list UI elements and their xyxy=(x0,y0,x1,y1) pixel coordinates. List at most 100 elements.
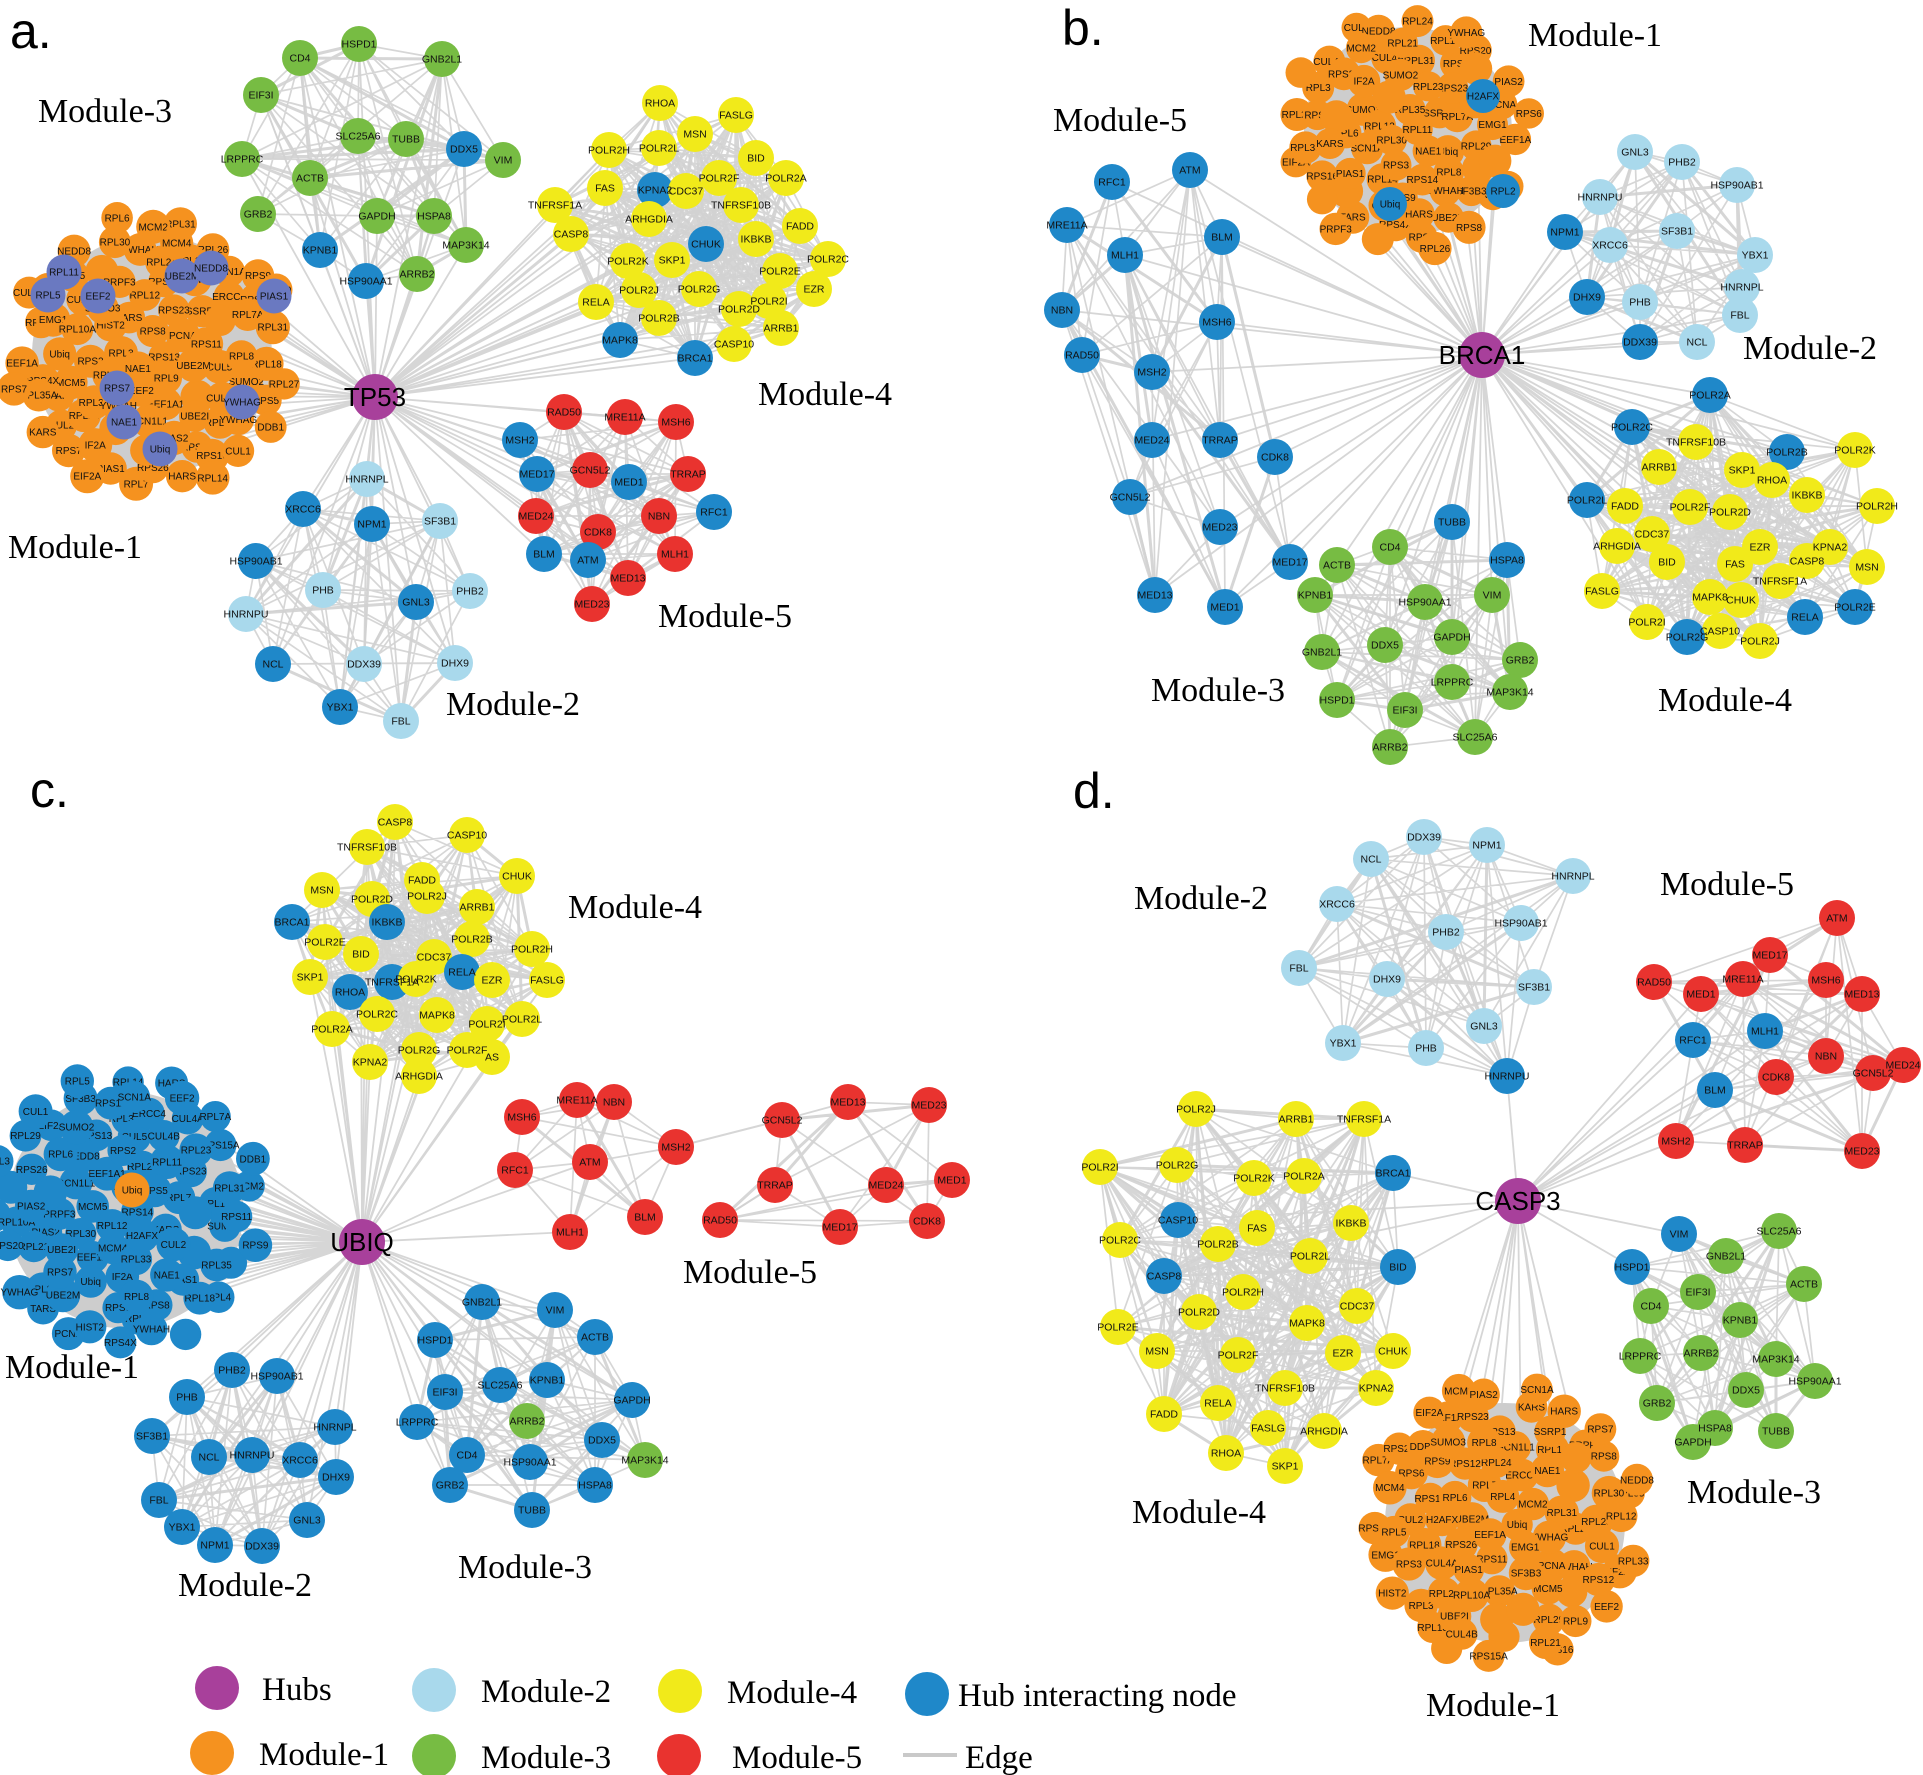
svg-text:TNFRSF1A: TNFRSF1A xyxy=(1753,576,1807,588)
svg-text:RPL35: RPL35 xyxy=(1395,105,1426,116)
svg-text:RPL9: RPL9 xyxy=(154,373,179,384)
svg-text:CASP10: CASP10 xyxy=(1700,626,1740,638)
svg-text:SLC25A6: SLC25A6 xyxy=(336,131,381,143)
svg-text:H2AFX: H2AFX xyxy=(1426,1515,1459,1526)
svg-text:PIAS1: PIAS1 xyxy=(96,464,125,475)
svg-text:EIF2A: EIF2A xyxy=(38,1121,66,1132)
svg-text:ERCC4: ERCC4 xyxy=(1505,1471,1539,1482)
svg-text:b.: b. xyxy=(1062,0,1104,56)
svg-text:EEF1A1: EEF1A1 xyxy=(147,399,185,410)
svg-text:MCM5: MCM5 xyxy=(56,378,86,389)
svg-text:DHX9: DHX9 xyxy=(441,658,469,670)
svg-text:EEF1A: EEF1A xyxy=(77,1253,109,1264)
svg-text:RPS16: RPS16 xyxy=(196,451,228,462)
svg-text:RAD50: RAD50 xyxy=(1065,350,1099,362)
svg-text:HIST2: HIST2 xyxy=(1378,1589,1407,1600)
svg-text:CHUK: CHUK xyxy=(1726,595,1756,607)
svg-text:ATM: ATM xyxy=(1179,165,1200,177)
svg-text:GNL3: GNL3 xyxy=(1621,147,1649,159)
svg-text:ARHGDIA: ARHGDIA xyxy=(395,1071,443,1083)
svg-text:KPNB1: KPNB1 xyxy=(1723,1315,1758,1327)
svg-text:HSP90AA1: HSP90AA1 xyxy=(503,1457,556,1469)
svg-text:RPL7A: RPL7A xyxy=(232,310,264,321)
svg-text:SKP1: SKP1 xyxy=(659,255,686,267)
svg-text:Edge: Edge xyxy=(965,1740,1033,1775)
svg-text:MAP3K14: MAP3K14 xyxy=(442,240,489,252)
svg-text:MAPK8: MAPK8 xyxy=(1289,1318,1325,1330)
svg-text:EEF2: EEF2 xyxy=(170,1094,195,1105)
svg-text:POLR2H: POLR2H xyxy=(588,145,630,157)
svg-text:POLR2L: POLR2L xyxy=(1567,495,1607,507)
svg-text:MRE11A: MRE11A xyxy=(1722,974,1763,986)
svg-text:HSP90AA1: HSP90AA1 xyxy=(339,276,392,288)
svg-text:HNRNPU: HNRNPU xyxy=(1578,192,1623,204)
svg-text:RPL33: RPL33 xyxy=(121,1255,152,1266)
svg-text:RPS4X: RPS4X xyxy=(104,1338,137,1349)
svg-text:NCL: NCL xyxy=(262,659,283,671)
svg-text:H2AFX: H2AFX xyxy=(126,1231,159,1242)
svg-text:UBE2M: UBE2M xyxy=(165,272,199,283)
svg-text:PHB: PHB xyxy=(1629,297,1651,309)
svg-text:MLH1: MLH1 xyxy=(661,549,689,561)
svg-text:POLR2K: POLR2K xyxy=(1834,445,1875,457)
svg-text:RPL3: RPL3 xyxy=(108,348,133,359)
svg-text:YWHAH: YWHAH xyxy=(1555,1562,1592,1573)
svg-text:MRE11A: MRE11A xyxy=(604,412,645,424)
svg-text:RPL10A: RPL10A xyxy=(59,325,97,336)
svg-text:CASP8: CASP8 xyxy=(1790,556,1825,568)
svg-text:MAP3K14: MAP3K14 xyxy=(1752,1354,1799,1366)
svg-text:POLR2D: POLR2D xyxy=(1709,507,1751,519)
svg-text:RHOA: RHOA xyxy=(1211,1448,1241,1460)
svg-text:ACTB: ACTB xyxy=(296,173,324,185)
svg-text:MRE11A: MRE11A xyxy=(1046,220,1087,232)
svg-text:GRB2: GRB2 xyxy=(1643,1398,1672,1410)
svg-text:FAS: FAS xyxy=(1247,1223,1267,1235)
svg-text:GCN5L2: GCN5L2 xyxy=(762,1115,803,1127)
svg-text:NAE1: NAE1 xyxy=(125,364,152,375)
svg-text:CUL4A: CUL4A xyxy=(172,1114,205,1125)
svg-text:RPL12: RPL12 xyxy=(1364,121,1395,132)
svg-text:KPNA2: KPNA2 xyxy=(1359,1383,1394,1395)
svg-text:POLR2C: POLR2C xyxy=(356,1009,398,1021)
svg-text:POLR2J: POLR2J xyxy=(619,285,659,297)
svg-text:SF3B1: SF3B1 xyxy=(424,516,456,528)
svg-text:RPL14: RPL14 xyxy=(197,473,228,484)
svg-text:RPS26: RPS26 xyxy=(1328,69,1360,80)
svg-text:RPL8: RPL8 xyxy=(124,1292,149,1303)
svg-text:MED1: MED1 xyxy=(1686,989,1715,1001)
svg-text:MED1: MED1 xyxy=(1210,602,1239,614)
svg-text:MSH6: MSH6 xyxy=(507,1112,536,1124)
svg-text:RPS11: RPS11 xyxy=(191,339,222,350)
svg-text:RPL30: RPL30 xyxy=(1594,1489,1625,1500)
svg-text:MED17: MED17 xyxy=(1272,557,1307,569)
svg-text:MSH6: MSH6 xyxy=(1811,975,1840,987)
svg-text:EEF2: EEF2 xyxy=(1594,1602,1619,1613)
svg-text:EIF3I: EIF3I xyxy=(432,1387,457,1399)
svg-text:POLR2I: POLR2I xyxy=(1628,617,1665,629)
svg-text:RPS23: RPS23 xyxy=(1437,84,1469,95)
svg-text:RPS11: RPS11 xyxy=(1476,1554,1507,1565)
svg-text:XRCC6: XRCC6 xyxy=(1592,240,1628,252)
svg-text:Module-3: Module-3 xyxy=(481,1740,611,1775)
svg-text:PRPF3: PRPF3 xyxy=(43,1209,76,1220)
svg-text:SCN1A: SCN1A xyxy=(1520,1385,1554,1396)
svg-text:POLR2G: POLR2G xyxy=(398,1045,441,1057)
svg-text:SF3B1: SF3B1 xyxy=(1661,226,1693,238)
svg-text:HSP90AB1: HSP90AB1 xyxy=(1494,918,1547,930)
svg-text:GNL3: GNL3 xyxy=(293,1515,321,1527)
svg-text:RPL13: RPL13 xyxy=(205,418,236,429)
svg-text:RPL18: RPL18 xyxy=(1430,36,1461,47)
svg-text:BRCA1: BRCA1 xyxy=(677,353,712,365)
svg-text:RPL35A: RPL35A xyxy=(1480,1587,1518,1598)
svg-text:BLM: BLM xyxy=(533,549,555,561)
svg-text:IKBKB: IKBKB xyxy=(741,234,772,246)
svg-text:RPS3: RPS3 xyxy=(1396,1560,1423,1571)
svg-text:EZR: EZR xyxy=(1750,542,1771,554)
svg-text:MED23: MED23 xyxy=(911,1100,946,1112)
svg-text:SKP1: SKP1 xyxy=(1272,1461,1299,1473)
svg-text:TRRAP: TRRAP xyxy=(670,469,706,481)
svg-text:POLR2E: POLR2E xyxy=(1834,602,1875,614)
svg-text:RPL35A: RPL35A xyxy=(109,1114,147,1125)
svg-text:POLR2C: POLR2C xyxy=(1099,1235,1141,1247)
svg-text:POLR2B: POLR2B xyxy=(638,313,679,325)
